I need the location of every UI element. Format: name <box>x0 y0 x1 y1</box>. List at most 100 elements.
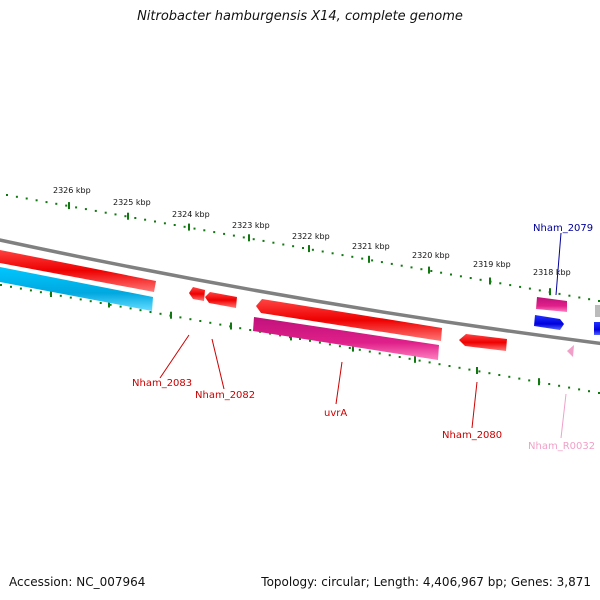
minor-tick <box>0 284 2 286</box>
gene-feature-uvra[interactable] <box>256 299 442 341</box>
major-tick <box>127 212 129 220</box>
minor-tick <box>408 357 411 360</box>
minor-tick <box>84 208 87 211</box>
minor-tick <box>558 292 561 295</box>
major-tick <box>230 322 232 330</box>
tick-label: 2321 kbp <box>352 242 390 251</box>
minor-tick <box>249 329 252 331</box>
minor-tick <box>578 296 581 299</box>
leader-line-nham-2079 <box>555 232 562 296</box>
minor-tick <box>390 262 393 265</box>
outer-tick-ring <box>6 194 600 302</box>
label-leader-lines <box>159 232 567 439</box>
minor-tick <box>19 287 22 290</box>
gene-label-nham-2082[interactable]: Nham_2082 <box>195 390 255 401</box>
minor-tick <box>558 384 561 387</box>
inner-tick-ring <box>0 284 600 394</box>
tick-label: 2323 kbp <box>232 221 270 230</box>
minor-tick <box>219 323 222 326</box>
gene-feature-nham-2083[interactable] <box>189 287 205 301</box>
minor-tick <box>10 285 12 288</box>
gene-label-nham-2079[interactable]: Nham_2079 <box>533 223 593 234</box>
minor-tick <box>262 239 265 242</box>
minor-tick <box>134 217 137 219</box>
gene-feature-nham-2079[interactable] <box>534 315 564 330</box>
minor-tick <box>163 222 166 225</box>
major-tick <box>108 300 110 308</box>
minor-tick <box>159 312 162 315</box>
minor-tick <box>232 234 235 237</box>
minor-tick <box>29 289 32 292</box>
minor-tick <box>25 197 28 200</box>
minor-tick <box>468 368 471 371</box>
gene-feature-nham-2082[interactable] <box>205 292 237 308</box>
gene-label-uvra[interactable]: uvrA <box>324 408 347 419</box>
leader-line-nham-2082 <box>211 338 225 390</box>
minor-tick <box>282 243 285 246</box>
major-tick <box>549 288 551 296</box>
gene-feature-left-forward[interactable] <box>0 249 156 292</box>
length-label: Length: <box>373 575 420 589</box>
genes-value: 3,871 <box>556 575 591 589</box>
gene-feature-nham-r0032[interactable] <box>567 345 574 357</box>
minor-tick <box>418 359 421 362</box>
minor-tick <box>509 284 512 287</box>
minor-tick <box>528 287 531 290</box>
minor-tick <box>598 392 600 394</box>
minor-tick <box>351 255 354 258</box>
minor-tick <box>272 241 275 244</box>
minor-tick <box>400 264 403 267</box>
gene-feature-nham-2080[interactable] <box>459 334 507 351</box>
major-tick <box>428 266 430 274</box>
minor-tick <box>361 257 364 260</box>
minor-tick <box>380 261 383 264</box>
minor-tick <box>79 298 82 301</box>
minor-tick <box>378 352 381 355</box>
minor-tick <box>538 289 541 292</box>
minor-tick <box>438 363 441 366</box>
minor-tick <box>321 250 324 253</box>
gene-feature-right-blue[interactable] <box>594 322 600 335</box>
minor-tick <box>398 356 401 358</box>
genes-label: Genes: <box>510 575 553 589</box>
minor-tick <box>420 268 423 271</box>
minor-tick <box>114 213 117 216</box>
gene-label-nham-r0032[interactable]: Nham_R0032 <box>528 441 595 452</box>
minor-tick <box>75 206 78 209</box>
minor-tick <box>328 343 331 346</box>
leader-line-uvra <box>335 361 343 405</box>
minor-tick <box>203 229 206 232</box>
major-tick <box>170 311 172 319</box>
minor-tick <box>45 201 48 204</box>
gene-label-nham-2080[interactable]: Nham_2080 <box>442 430 502 441</box>
minor-tick <box>6 194 8 196</box>
accession-label: Accession: <box>9 575 73 589</box>
tick-labels: 2326 kbp 2325 kbp 2324 kbp 2323 kbp 2322… <box>53 186 571 277</box>
minor-tick <box>139 309 142 312</box>
gene-feature-right-gray[interactable] <box>595 305 600 317</box>
minor-tick <box>469 277 472 279</box>
leader-line-nham-r0032 <box>560 393 567 439</box>
minor-tick <box>193 227 196 230</box>
minor-tick <box>59 294 62 297</box>
minor-tick <box>368 350 371 353</box>
minor-tick <box>598 300 600 302</box>
major-tick <box>248 234 250 242</box>
gene-label-nham-2083[interactable]: Nham_2083 <box>132 378 192 389</box>
minor-tick <box>318 341 321 344</box>
major-tick <box>368 255 370 263</box>
leader-line-nham-2083 <box>159 334 190 379</box>
minor-tick <box>89 300 92 303</box>
map-title: Nitrobacter hamburgensis X14, complete g… <box>137 9 463 24</box>
minor-tick <box>311 248 314 251</box>
gene-feature-nham-2079-pink[interactable] <box>536 297 567 312</box>
minor-tick <box>498 374 501 376</box>
gene-feature-left-reverse[interactable] <box>0 266 153 311</box>
reverse-strand-features <box>0 266 600 360</box>
minor-tick <box>331 252 334 255</box>
minor-tick <box>518 377 521 380</box>
minor-tick <box>292 245 295 248</box>
gene-feature-rna-pink[interactable] <box>253 317 439 360</box>
minor-tick <box>338 345 341 348</box>
minor-tick <box>508 375 511 378</box>
